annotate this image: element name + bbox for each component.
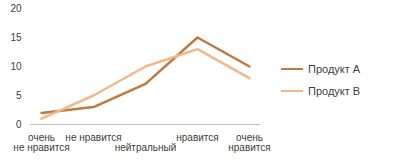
html-text:Продукт B: Продукт B xyxy=(308,85,361,97)
svg-text:нравится: нравится xyxy=(176,132,218,143)
svg-text:10: 10 xyxy=(10,61,22,72)
svg-text:нейтральный: нейтральный xyxy=(115,142,177,153)
svg-text:5: 5 xyxy=(16,90,22,101)
html-text:Продукт A: Продукт A xyxy=(308,63,361,75)
svg-text:20: 20 xyxy=(10,3,22,14)
svg-text:не нравится: не нравится xyxy=(65,132,121,143)
svg-text:оченьнравится: оченьнравится xyxy=(228,132,270,153)
svg-text:0: 0 xyxy=(16,119,22,130)
svg-text:оченьне нравится: оченьне нравится xyxy=(13,132,69,153)
svg-text:15: 15 xyxy=(10,32,22,43)
